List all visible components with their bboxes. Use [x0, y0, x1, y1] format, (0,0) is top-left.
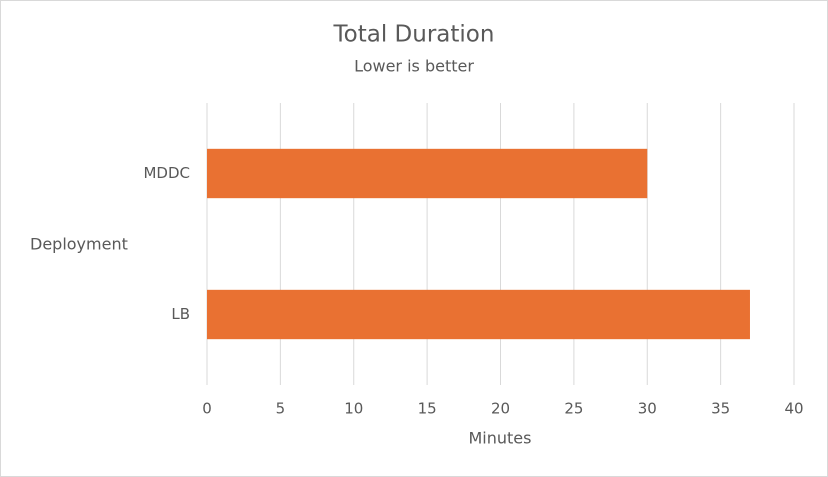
- y-tick-label: MDDC: [143, 164, 190, 182]
- chart-subtitle: Lower is better: [354, 57, 474, 76]
- x-tick-label: 40: [784, 400, 803, 418]
- x-axis-title: Minutes: [469, 429, 532, 448]
- x-tick-label: 20: [491, 400, 510, 418]
- x-tick-label: 0: [202, 400, 212, 418]
- chart-title: Total Duration: [333, 22, 495, 48]
- bar: [207, 148, 648, 199]
- bar: [207, 289, 750, 340]
- x-tick-label: 30: [638, 400, 657, 418]
- x-tick-label: 5: [276, 400, 286, 418]
- x-tick-label: 35: [711, 400, 730, 418]
- y-axis-title: Deployment: [30, 235, 128, 254]
- x-tick-label: 15: [418, 400, 437, 418]
- x-tick-label: 10: [344, 400, 363, 418]
- y-tick-label: LB: [171, 305, 190, 323]
- x-tick-label: 25: [564, 400, 583, 418]
